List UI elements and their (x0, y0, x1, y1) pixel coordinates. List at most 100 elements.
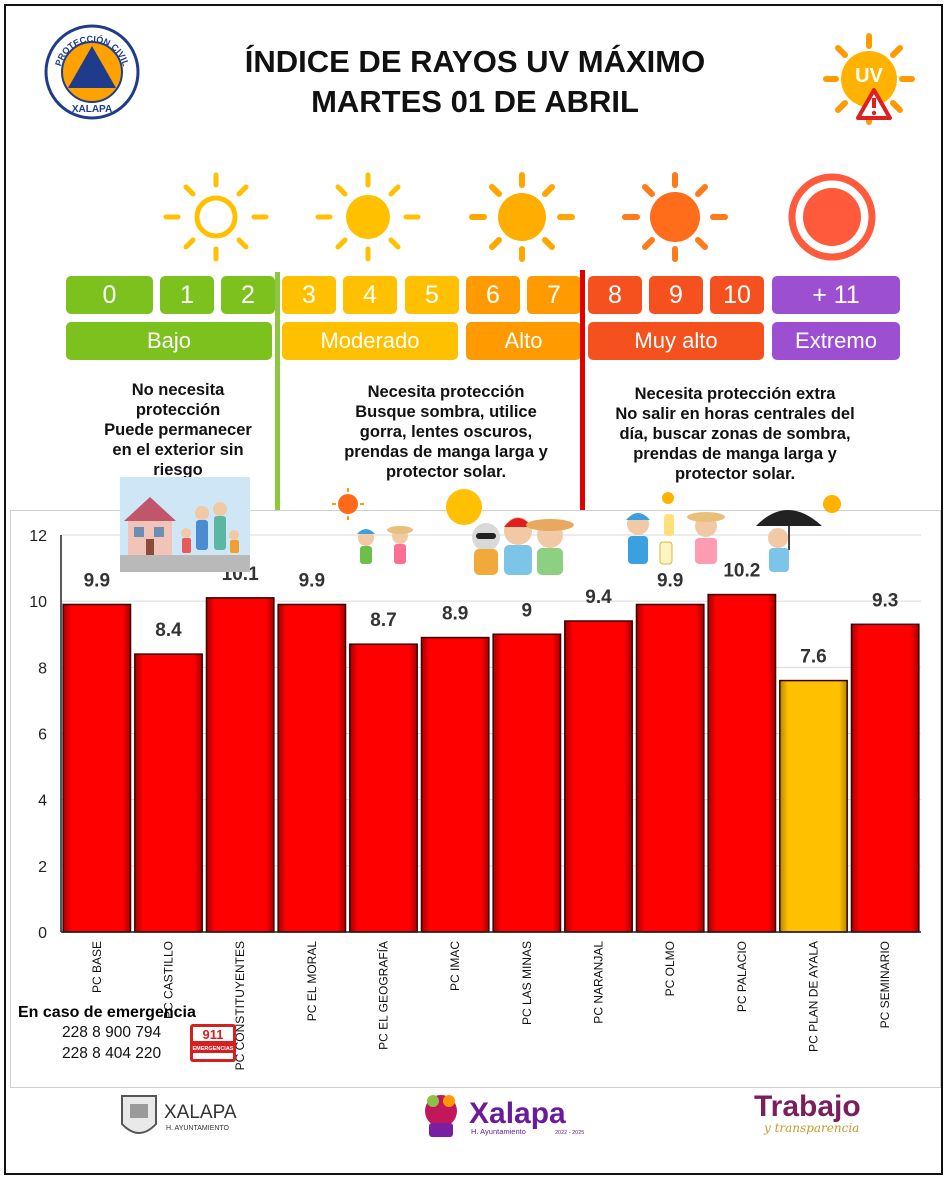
footer-logo3-sub: y transparencia (763, 1121, 859, 1135)
x-category-label: PC CONSTITUYENTES (233, 941, 247, 1070)
advice-moderate-line: prendas de manga larga y (344, 443, 548, 461)
bar-value-label: 8.4 (155, 620, 182, 641)
sun-moderate-icon (315, 172, 421, 262)
bar-value-label: 9 (522, 600, 533, 621)
bar-value-label: 10.2 (723, 561, 760, 582)
kids-sunscreen-illustration (626, 492, 725, 565)
x-category-label: PC PALACIO (735, 941, 749, 1012)
uv-scale-number-box: 9 (649, 276, 703, 314)
x-category-label: PC IMAC (448, 941, 462, 991)
footer-logo2-title: Xalapa (469, 1097, 566, 1130)
uv-scale-number-box: + 11 (772, 276, 900, 314)
y-tick-label: 0 (38, 925, 47, 942)
advice-low-line: en el exterior sin (112, 441, 244, 459)
footer-logo2-years: 2022 - 2025 (555, 1130, 584, 1136)
advice-high-line: prendas de manga larga y (633, 445, 837, 463)
footer-logo2-sub: H. Ayuntamiento (471, 1127, 526, 1136)
uv-scale-number-box: 3 (282, 276, 336, 314)
x-category-label: PC EL MORAL (305, 941, 319, 1022)
badge-911-text: 911 (203, 1027, 224, 1042)
uv-icon-text: UV (855, 65, 883, 87)
x-category-label: PC LAS MINAS (520, 941, 534, 1025)
bar (277, 603, 347, 933)
high-divider-line (580, 270, 585, 518)
bar (635, 603, 705, 933)
y-tick-label: 10 (29, 594, 47, 611)
footer-logo1-sub: H. AYUNTAMIENTO (166, 1125, 230, 1132)
bar-value-label: 9.9 (84, 570, 110, 591)
sun-high-icon (469, 172, 575, 262)
uv-scale-number-box: 1 (160, 276, 214, 314)
uv-scale-number-box: 0 (66, 276, 153, 314)
x-category-label: PC OLMO (663, 941, 677, 996)
xalapa-h-ayuntamiento-logo: Xalapa H. Ayuntamiento 2022 - 2025 (425, 1095, 584, 1137)
bar (850, 623, 920, 933)
x-category-label: PC SEMINARIO (878, 941, 892, 1028)
advice-high-line: protector solar. (674, 465, 796, 483)
sun-very-high-icon (622, 172, 728, 262)
advice-low-line: protección (135, 401, 221, 419)
umbrella-girl-illustration (756, 495, 841, 572)
bar-value-label: 7.6 (800, 647, 826, 668)
advice-high-line: Necesita protección extra (634, 385, 836, 403)
sun-low-icon (163, 172, 269, 262)
bar (420, 636, 490, 933)
y-tick-label: 6 (38, 727, 47, 744)
sun-extreme-icon (788, 173, 876, 261)
advice-high-line: No salir en horas centrales del (615, 405, 855, 423)
uv-level-label: Moderado (282, 322, 458, 360)
advice-low: No necesita protección Puede permanecer … (88, 380, 268, 480)
y-tick-label: 2 (38, 859, 47, 876)
uv-scale-number-box: 10 (710, 276, 764, 314)
logo-left-bottom-text: XALAPA (72, 104, 112, 115)
uv-level-label: Alto (466, 322, 581, 360)
advice-high-line: día, buscar zonas de sombra, (619, 425, 851, 443)
uv-level-label: Muy alto (588, 322, 764, 360)
bar (492, 633, 562, 933)
uv-bar-chart: 0 2 4 6 8 10 12 9.9 PC BASE 8.4 PC CASTILLO 10.1 PC … (10, 510, 941, 1088)
bar (564, 620, 633, 933)
uv-scale-number-box: 2 (221, 276, 275, 314)
advice-moderate-line: gorra, lentes oscuros, (359, 423, 533, 441)
uv-scale-number-box: 5 (405, 276, 459, 314)
advice-moderate-line: Necesita protección (367, 383, 525, 401)
bar-value-label: 9.4 (585, 587, 612, 608)
x-category-label: PC CASTILLO (162, 941, 176, 1019)
emergency-911-badge: 911 EMERGENCIAS (190, 1024, 236, 1062)
advice-high: Necesita protección extra No salir en ho… (590, 384, 880, 484)
uv-warning-icon: UV (823, 33, 915, 125)
page-title-line1: ÍNDICE DE RAYOS UV MÁXIMO (244, 44, 706, 79)
bar-value-label: 9.9 (657, 570, 683, 591)
y-tick-label: 12 (29, 528, 47, 545)
advice-low-line: riesgo (153, 461, 203, 479)
bar-value-label: 9.9 (299, 570, 325, 591)
advice-moderate-line: protector solar. (385, 463, 507, 481)
uv-level-label: Bajo (66, 322, 272, 360)
bar-value-label: 8.9 (442, 604, 468, 625)
poster-frame (4, 4, 943, 1175)
advice-moderate: Necesita protección Busque sombra, utili… (318, 382, 574, 482)
x-category-label: PC BASE (90, 941, 104, 993)
badge-911-label: EMERGENCIAS (193, 1046, 234, 1052)
kids-sun-illustration (332, 488, 413, 564)
family-house-illustration (120, 477, 250, 572)
y-tick-label: 4 (38, 793, 47, 810)
bar (134, 653, 203, 933)
uv-scale-number-box: 6 (466, 276, 520, 314)
advice-low-line: No necesita (131, 381, 225, 399)
page-title-line2: MARTES 01 DE ABRIL (311, 84, 639, 119)
family-sunglasses-illustration (446, 489, 574, 575)
bar-value-label: 8.7 (370, 610, 396, 631)
footer-logo1-title: XALAPA (164, 1102, 237, 1123)
uv-scale-number-box: 4 (343, 276, 397, 314)
advice-moderate-line: Busque sombra, utilice (355, 403, 537, 421)
bar-value-label: 9.3 (872, 590, 898, 611)
x-category-label: PC EL GEOGRAFÍA (376, 941, 391, 1050)
sun-icons-row (163, 172, 876, 262)
uv-scale-number-box: 7 (527, 276, 581, 314)
uv-level-label: Extremo (772, 322, 900, 360)
advice-low-line: Puede permanecer (104, 421, 252, 439)
bar (707, 593, 777, 933)
low-divider-line (275, 272, 280, 518)
